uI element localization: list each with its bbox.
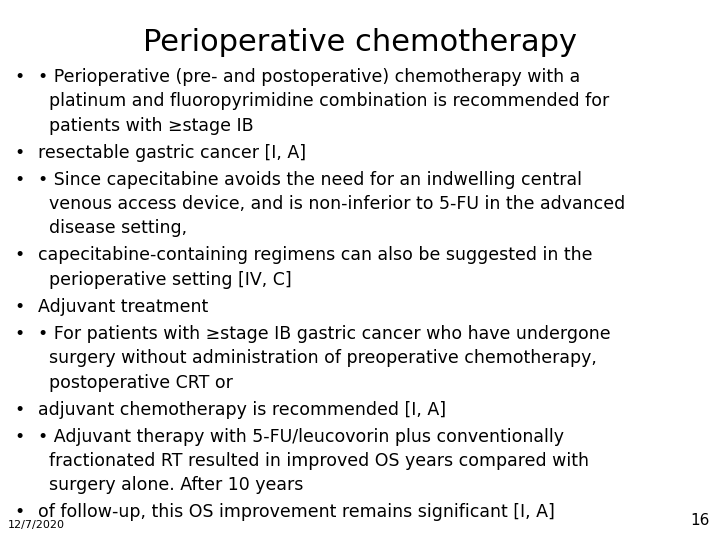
Text: postoperative CRT or: postoperative CRT or xyxy=(38,374,233,391)
Text: of follow-up, this OS improvement remains significant [I, A]: of follow-up, this OS improvement remain… xyxy=(38,503,555,522)
Text: •: • xyxy=(14,171,24,189)
Text: • For patients with ≥stage IB gastric cancer who have undergone: • For patients with ≥stage IB gastric ca… xyxy=(38,325,611,343)
Text: •: • xyxy=(14,298,24,316)
Text: surgery without administration of preoperative chemotherapy,: surgery without administration of preope… xyxy=(38,349,597,367)
Text: • Adjuvant therapy with 5-FU/leucovorin plus conventionally: • Adjuvant therapy with 5-FU/leucovorin … xyxy=(38,428,564,445)
Text: patients with ≥stage IB: patients with ≥stage IB xyxy=(38,117,253,134)
Text: surgery alone. After 10 years: surgery alone. After 10 years xyxy=(38,476,303,494)
Text: •: • xyxy=(14,428,24,445)
Text: •: • xyxy=(14,68,24,86)
Text: disease setting,: disease setting, xyxy=(38,219,187,238)
Text: resectable gastric cancer [I, A]: resectable gastric cancer [I, A] xyxy=(38,144,306,161)
Text: venous access device, and is non-inferior to 5-FU in the advanced: venous access device, and is non-inferio… xyxy=(38,195,625,213)
Text: •: • xyxy=(14,144,24,161)
Text: •: • xyxy=(14,325,24,343)
Text: 12/7/2020: 12/7/2020 xyxy=(8,520,65,530)
Text: •: • xyxy=(14,401,24,418)
Text: Perioperative chemotherapy: Perioperative chemotherapy xyxy=(143,28,577,57)
Text: perioperative setting [IV, C]: perioperative setting [IV, C] xyxy=(38,271,292,289)
Text: fractionated RT resulted in improved OS years compared with: fractionated RT resulted in improved OS … xyxy=(38,452,589,470)
Text: •: • xyxy=(14,246,24,265)
Text: • Since capecitabine avoids the need for an indwelling central: • Since capecitabine avoids the need for… xyxy=(38,171,582,189)
Text: platinum and fluoropyrimidine combination is recommended for: platinum and fluoropyrimidine combinatio… xyxy=(38,92,609,110)
Text: 16: 16 xyxy=(690,513,710,528)
Text: adjuvant chemotherapy is recommended [I, A]: adjuvant chemotherapy is recommended [I,… xyxy=(38,401,446,418)
Text: • Perioperative (pre- and postoperative) chemotherapy with a: • Perioperative (pre- and postoperative)… xyxy=(38,68,580,86)
Text: Adjuvant treatment: Adjuvant treatment xyxy=(38,298,208,316)
Text: •: • xyxy=(14,503,24,522)
Text: capecitabine-containing regimens can also be suggested in the: capecitabine-containing regimens can als… xyxy=(38,246,593,265)
